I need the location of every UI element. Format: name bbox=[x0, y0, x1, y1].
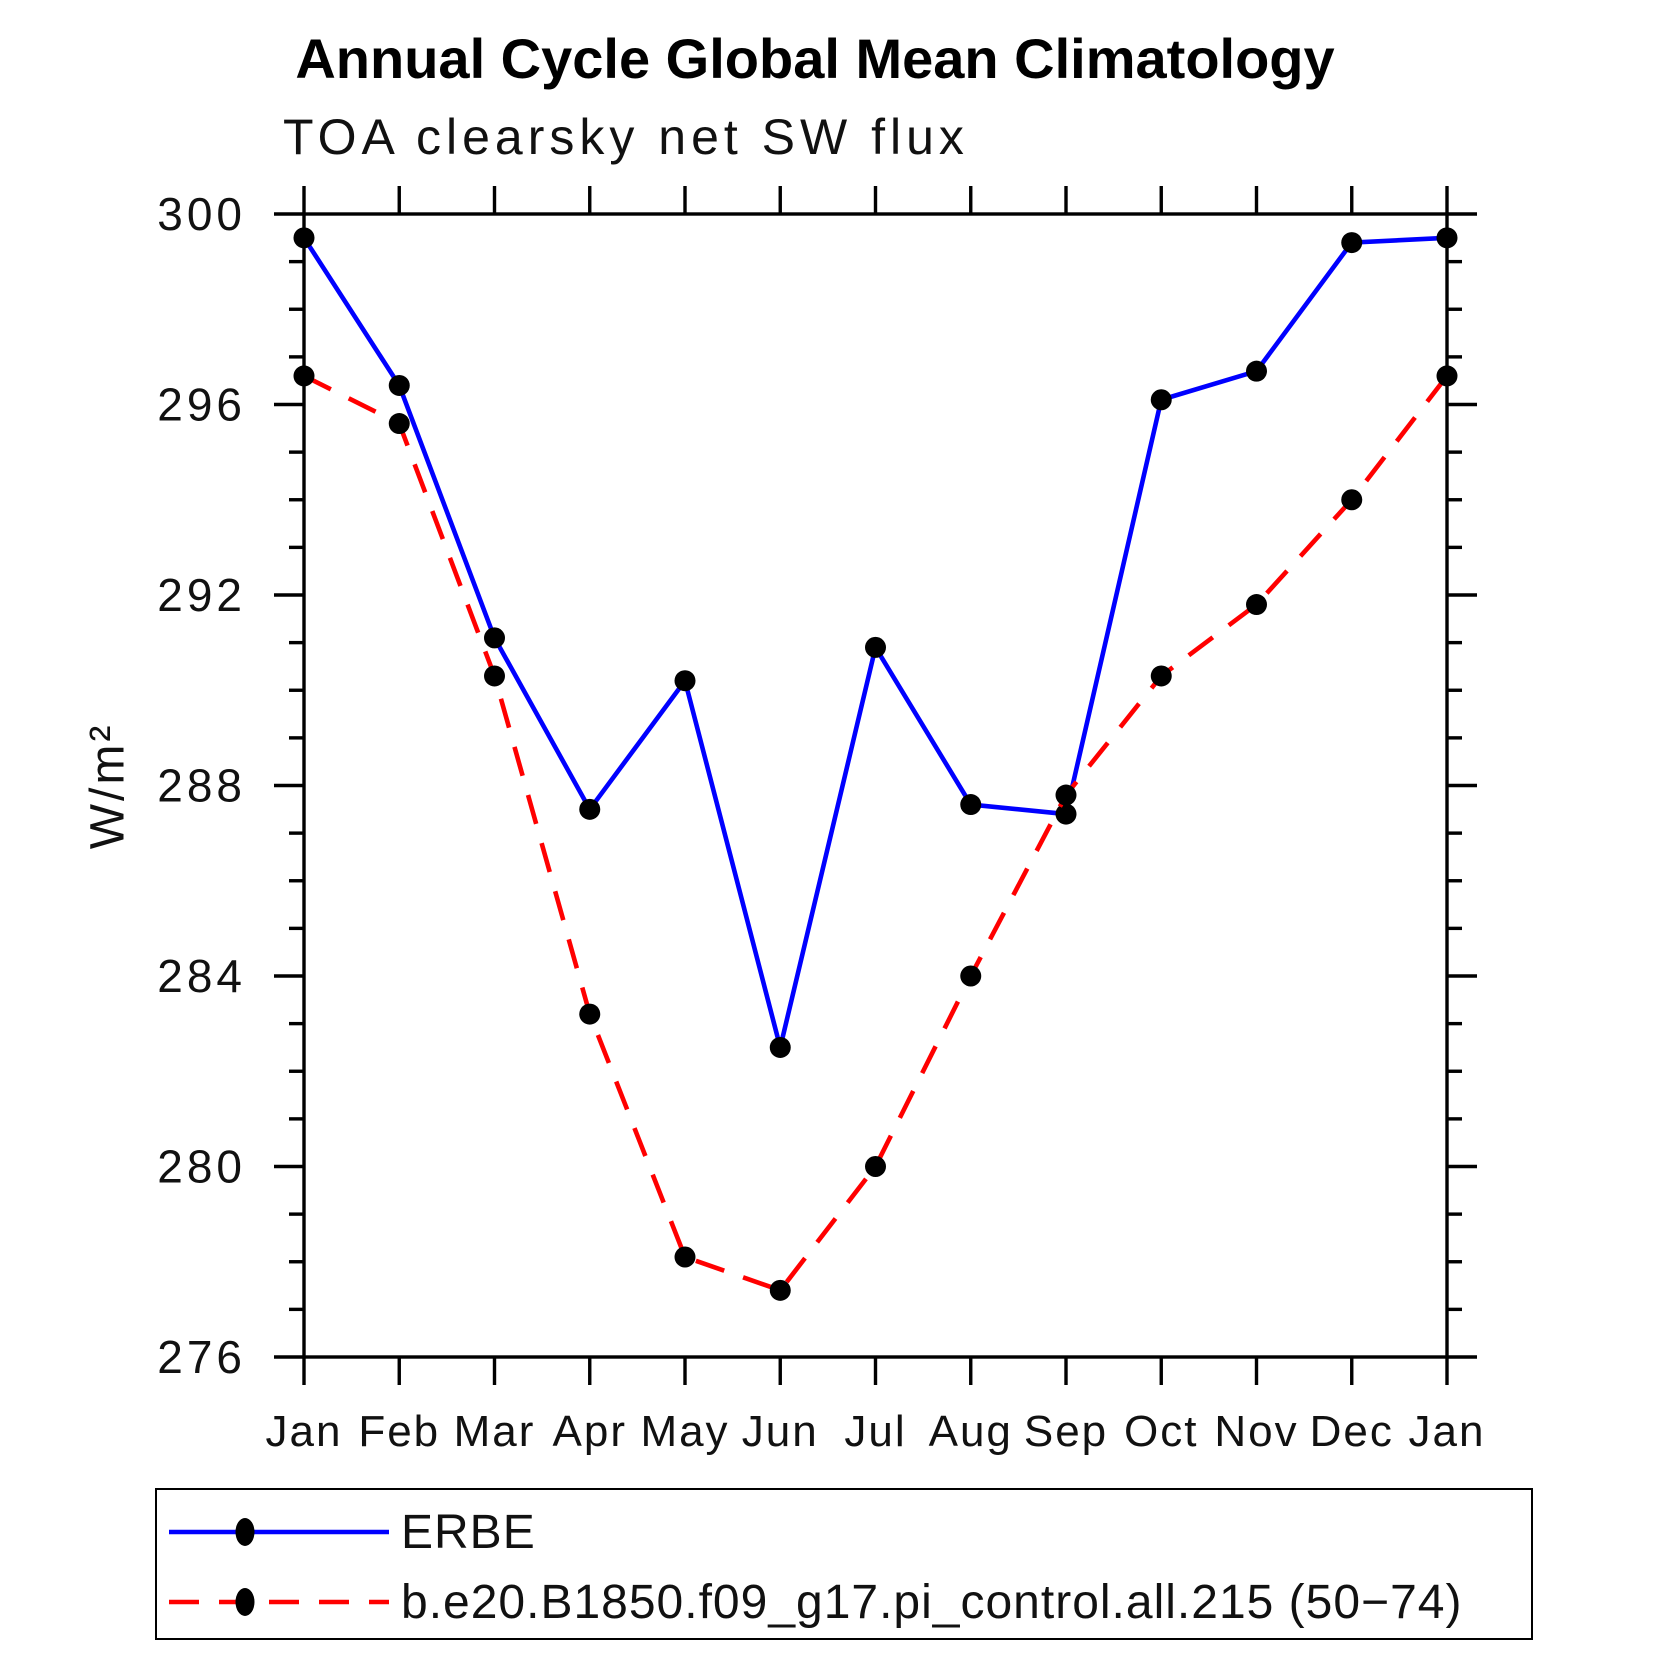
x-axis-tick-label: Dec bbox=[1310, 1407, 1394, 1456]
data-point-erbe-oct bbox=[1150, 389, 1172, 411]
x-axis-tick-label: Aug bbox=[929, 1407, 1013, 1456]
x-axis-tick-label: Jun bbox=[742, 1407, 819, 1456]
legend-sample-erbe bbox=[169, 1518, 389, 1546]
y-axis-tick-label: 288 bbox=[157, 760, 246, 812]
data-point-model-dec bbox=[1341, 489, 1363, 511]
data-point-erbe-mar bbox=[484, 627, 505, 649]
y-axis-tick-label: 292 bbox=[157, 569, 246, 621]
data-point-model-may bbox=[674, 1246, 696, 1268]
data-point-erbe-jan bbox=[293, 227, 315, 249]
legend-row-model: b.e20.B1850.f09_g17.pi_control.all.215 (… bbox=[167, 1576, 1462, 1629]
data-point-erbe-may bbox=[674, 670, 696, 692]
data-point-erbe-jun bbox=[769, 1036, 791, 1058]
data-point-erbe-apr bbox=[579, 798, 601, 820]
legend-sample-model bbox=[169, 1588, 389, 1616]
x-axis-tick-label: Apr bbox=[553, 1407, 627, 1456]
legend-marker-dot bbox=[235, 1588, 255, 1616]
data-point-model-sep bbox=[1055, 784, 1077, 806]
series-line-model bbox=[302, 373, 1449, 1294]
data-point-model-mar bbox=[484, 665, 505, 687]
y-axis-tick-label: 296 bbox=[157, 379, 246, 431]
data-point-erbe-aug bbox=[960, 794, 982, 816]
x-axis-tick-label: Sep bbox=[1024, 1407, 1108, 1456]
x-axis-tick-label: Jan bbox=[266, 1407, 343, 1456]
legend-row-erbe: ERBE bbox=[167, 1506, 536, 1559]
data-point-model-feb bbox=[388, 413, 410, 435]
legend-label-model: b.e20.B1850.f09_g17.pi_control.all.215 (… bbox=[401, 1575, 1463, 1629]
chart-subtitle: TOA clearsky net SW flux bbox=[283, 109, 969, 165]
x-axis-tick-label: Jan bbox=[1409, 1407, 1486, 1456]
data-point-model-oct bbox=[1150, 665, 1172, 687]
data-point-erbe-dec bbox=[1341, 232, 1363, 254]
x-axis-tick-label: Nov bbox=[1214, 1407, 1298, 1456]
x-axis-tick-label: May bbox=[640, 1407, 729, 1456]
data-point-erbe-jan bbox=[1436, 227, 1458, 249]
data-point-model-jan bbox=[1436, 365, 1458, 387]
data-point-erbe-jul bbox=[865, 636, 886, 658]
x-axis-tick-label: Jul bbox=[844, 1407, 906, 1456]
y-axis-tick-label: 300 bbox=[157, 188, 246, 240]
data-point-model-jun bbox=[769, 1279, 791, 1301]
legend-marker-dot bbox=[235, 1518, 255, 1546]
data-point-model-apr bbox=[579, 1003, 601, 1025]
chart-title: Annual Cycle Global Mean Climatology bbox=[295, 27, 1335, 90]
y-axis-tick-label: 284 bbox=[157, 950, 246, 1002]
x-axis-tick-label: Mar bbox=[454, 1407, 536, 1456]
x-axis-tick-label: Oct bbox=[1124, 1407, 1198, 1456]
data-point-erbe-feb bbox=[388, 374, 410, 396]
legend-box: ERBE b.e20.B1850.f09_g17.pi_control.all.… bbox=[155, 1488, 1533, 1640]
plot-frame bbox=[302, 212, 1449, 1359]
x-axis-tick-label: Feb bbox=[358, 1407, 440, 1456]
y-axis-tick-label: 280 bbox=[157, 1141, 246, 1193]
data-point-erbe-nov bbox=[1246, 360, 1267, 382]
data-point-model-aug bbox=[960, 965, 982, 987]
legend-label-erbe: ERBE bbox=[401, 1505, 536, 1559]
data-point-model-nov bbox=[1246, 594, 1267, 616]
data-point-erbe-sep bbox=[1055, 803, 1077, 825]
y-axis-tick-label: 276 bbox=[157, 1331, 246, 1383]
data-point-model-jul bbox=[865, 1156, 886, 1177]
data-point-model-jan bbox=[293, 365, 315, 387]
